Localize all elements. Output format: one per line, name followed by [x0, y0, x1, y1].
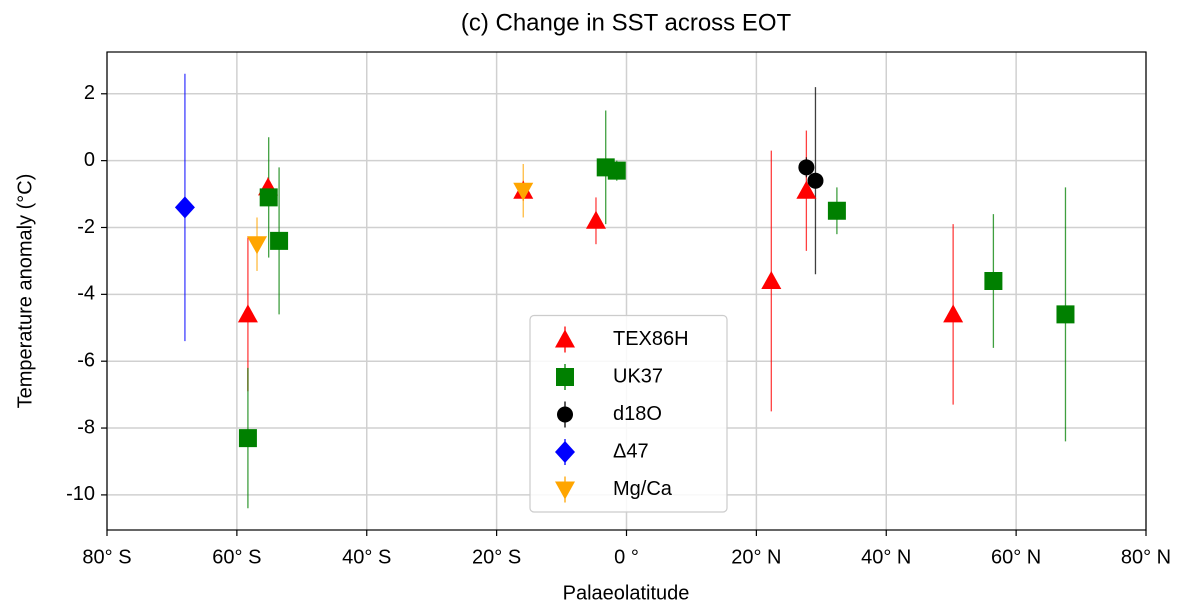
data-point [238, 429, 257, 448]
legend-label: Δ47 [613, 440, 649, 462]
plot-frame [106, 51, 1147, 531]
legend-marker [555, 441, 575, 463]
data-point [1056, 305, 1075, 324]
data-point [513, 182, 534, 201]
data-point [607, 161, 626, 180]
y-tick-label: 0 [84, 149, 95, 171]
data-point [585, 210, 606, 229]
data-point [798, 159, 815, 176]
y-axis-label: Temperature anomaly (°C) [14, 174, 36, 409]
data-point [943, 304, 964, 323]
legend-label: TEX86H [613, 328, 689, 350]
y-tick-label: -6 [77, 349, 95, 371]
data-point [259, 188, 278, 207]
x-tick-label: 20° N [731, 546, 781, 568]
data-point [270, 231, 289, 250]
chart-title: (c) Change in SST across EOT [461, 9, 792, 36]
legend-marker [557, 406, 573, 423]
legend-label: Mg/Ca [613, 478, 673, 500]
data-point [237, 304, 258, 323]
x-tick-label: 40° N [861, 546, 911, 568]
x-tick-label: 0 ° [614, 546, 639, 568]
data-point [761, 270, 782, 289]
legend-label: UK37 [613, 365, 663, 387]
legend-box [529, 314, 728, 513]
y-tick-label: 2 [84, 82, 95, 104]
x-tick-label: 80° S [82, 546, 131, 568]
y-tick-label: -10 [66, 483, 95, 505]
x-tick-label: 40° S [342, 546, 391, 568]
data-point [984, 271, 1003, 290]
data-point [796, 180, 817, 199]
x-tick-label: 60° N [991, 546, 1041, 568]
legend-label: d18O [613, 403, 662, 425]
data-point [247, 236, 268, 255]
data-point [827, 201, 846, 220]
legend-marker [556, 368, 574, 386]
y-tick-label: -4 [77, 283, 95, 305]
y-tick-label: -2 [77, 216, 95, 238]
legend-marker [555, 481, 575, 500]
x-tick-label: 20° S [472, 546, 521, 568]
x-tick-label: 80° N [1121, 546, 1171, 568]
y-tick-label: -8 [77, 416, 95, 438]
data-point [174, 196, 195, 219]
legend-marker [555, 329, 575, 348]
data-point [807, 172, 824, 189]
x-tick-label: 60° S [212, 546, 261, 568]
x-axis-label: Palaeolatitude [563, 582, 690, 604]
